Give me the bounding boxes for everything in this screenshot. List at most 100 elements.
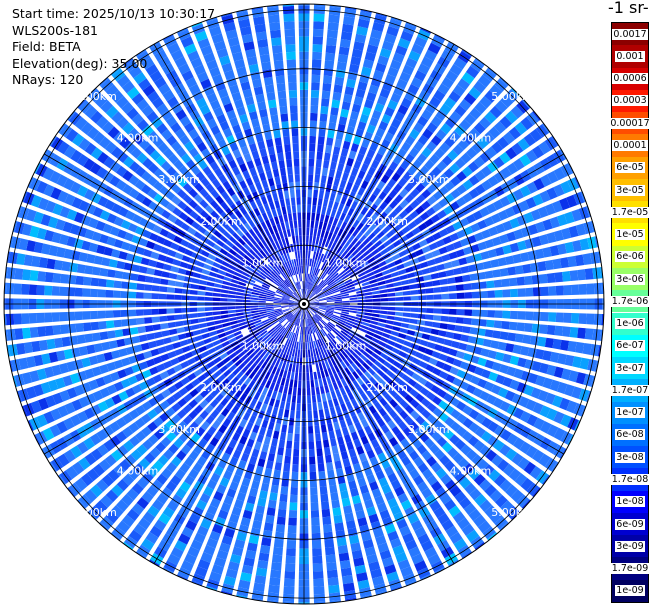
ray-gate [433, 287, 442, 293]
ray-gate [332, 289, 340, 294]
ray-gate [267, 274, 275, 281]
ray-gate [227, 294, 236, 299]
ray-gate [220, 289, 229, 294]
ray-gate [440, 286, 449, 293]
ray-gate [269, 339, 276, 347]
ray-gate [346, 356, 354, 365]
ray-gate [460, 334, 470, 343]
ray-gate [404, 182, 414, 193]
ray-gate [271, 44, 283, 54]
ray-gate [113, 319, 122, 328]
ray-gate [253, 512, 264, 522]
ray-gate [102, 223, 113, 234]
ray-gate [267, 177, 275, 187]
ray-gate [533, 178, 545, 191]
ray-gate [286, 339, 291, 348]
ray-gate [231, 193, 240, 203]
ray-gate [269, 252, 276, 260]
ray-gate [223, 495, 234, 506]
ray-gate [305, 311, 309, 319]
ray-gate [121, 101, 134, 115]
ray-gate [457, 457, 470, 470]
ray-gate [393, 183, 403, 193]
ray-gate [278, 384, 284, 394]
ray-gate [298, 227, 302, 236]
ray-gate [472, 387, 483, 398]
ray-gate [242, 170, 251, 180]
ray-gate [539, 234, 549, 246]
ray-gate [387, 419, 397, 430]
ray-gate [425, 314, 434, 321]
ray-gate [292, 135, 299, 144]
ray-gate [280, 272, 287, 280]
ray-gate [569, 270, 579, 282]
ray-gate [237, 318, 246, 324]
ray-gate [153, 331, 163, 339]
ray-gate [361, 261, 369, 268]
ray-gate [560, 414, 572, 428]
ray-gate [426, 195, 437, 206]
ray-gate [549, 216, 561, 229]
ray-gate [202, 432, 213, 442]
ray-gate [322, 516, 332, 525]
ray-gate [546, 272, 556, 284]
ray-gate [184, 456, 195, 468]
ray-gate [281, 424, 288, 433]
ray-gate [309, 258, 313, 267]
ray-gate [386, 287, 395, 293]
ray-gate [352, 462, 362, 473]
ray-gate [513, 407, 525, 420]
ray-gate [340, 108, 349, 118]
ray-gate [113, 239, 124, 249]
ray-gate [9, 236, 14, 248]
ray-gate [557, 353, 567, 365]
ray-gate [312, 332, 317, 341]
ray-gate [153, 180, 164, 192]
ray-gate [323, 67, 334, 77]
ray-gate [144, 452, 156, 464]
ray-gate [442, 235, 452, 245]
ray-gate [445, 525, 459, 538]
ray-gate [229, 44, 242, 55]
ray-gate [254, 575, 267, 585]
ray-gate [253, 582, 266, 592]
ray-gate [413, 382, 424, 392]
ray-gate [161, 467, 173, 479]
ray-gate [305, 258, 308, 266]
ray-gate [267, 99, 277, 109]
ray-gate [125, 210, 136, 221]
ray-gate [473, 346, 483, 355]
ray-gate [337, 203, 345, 212]
ray-gate [405, 57, 418, 69]
ray-gate [59, 362, 69, 374]
ray-gate [281, 175, 288, 184]
range-ring-label: 4.00km [450, 464, 492, 477]
ray-gate [585, 205, 592, 218]
ray-gate [348, 256, 356, 264]
ray-gate [255, 417, 263, 427]
ray-gate [287, 433, 293, 442]
ray-gate [359, 484, 369, 495]
ray-gate [306, 265, 309, 274]
ray-gate [304, 281, 306, 289]
ray-gate [248, 184, 257, 194]
ray-gate [317, 330, 322, 339]
ray-gate [113, 131, 126, 144]
ray-gate [274, 309, 282, 313]
ray-gate [297, 387, 302, 396]
ray-gate [312, 197, 318, 206]
ray-gate [520, 370, 531, 382]
ray-gate [288, 517, 297, 526]
ray-gate [285, 322, 291, 330]
ray-gate [343, 188, 350, 198]
ray-gate [357, 305, 366, 309]
ray-gate [110, 146, 123, 159]
ray-gate [282, 294, 291, 299]
ray-gate [407, 432, 418, 443]
ray-gate [384, 106, 395, 117]
ray-gate [318, 307, 327, 311]
ray-gate [72, 461, 85, 475]
ray-gate [210, 210, 220, 220]
colorbar-segment: 1.7e-09 [610, 557, 650, 580]
ray-gate [128, 65, 143, 79]
